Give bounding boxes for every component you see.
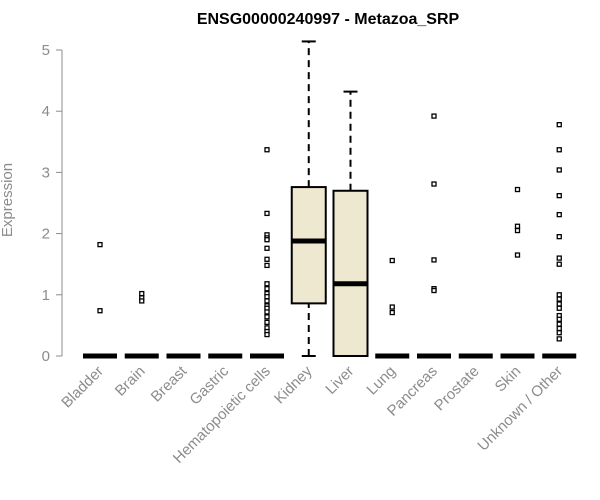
- y-axis-label: Expression: [0, 163, 16, 237]
- y-tick-label: 5: [42, 42, 50, 59]
- outlier-point: [431, 287, 437, 294]
- outlier-point: [556, 261, 562, 267]
- x-tick-label: Breast: [148, 362, 191, 405]
- outlier-point: [556, 167, 562, 173]
- x-tick-label: Kidney: [271, 362, 316, 407]
- outlier-point: [264, 286, 270, 292]
- outlier-point: [264, 298, 270, 304]
- outlier-point: [556, 321, 562, 327]
- box-group: [290, 40, 327, 357]
- box-group: [250, 147, 284, 359]
- outlier-point: [264, 147, 270, 153]
- y-tick-label: 2: [42, 226, 50, 243]
- outlier-point: [264, 281, 270, 287]
- x-tick-label: Skin: [492, 363, 525, 396]
- box-group: [332, 90, 369, 357]
- x-tick-label: Brain: [112, 363, 149, 400]
- outlier-point: [556, 336, 562, 342]
- y-tick-label: 0: [42, 348, 50, 365]
- outlier-point: [139, 298, 145, 304]
- outlier-point: [264, 256, 270, 262]
- box-iqr: [290, 186, 327, 305]
- outlier-point: [264, 237, 270, 243]
- outlier-point: [264, 319, 270, 325]
- x-tick-label: Liver: [322, 363, 357, 398]
- outlier-point: [556, 147, 562, 153]
- box-group: [83, 241, 117, 359]
- box-iqr: [332, 189, 369, 357]
- outlier-point: [556, 211, 562, 218]
- outlier-point: [556, 316, 562, 322]
- box-group: [375, 257, 410, 359]
- outlier-point: [389, 257, 395, 264]
- y-tick-label: 1: [42, 287, 50, 304]
- outlier-point: [556, 296, 562, 302]
- outlier-point: [514, 186, 521, 193]
- outlier-point: [431, 181, 437, 187]
- outlier-point: [556, 292, 562, 298]
- outlier-point: [556, 255, 562, 261]
- outlier-point: [264, 314, 270, 320]
- axes: 0 1 2 3 4 5: [42, 42, 63, 365]
- outlier-point: [97, 308, 103, 314]
- outlier-point: [264, 262, 270, 269]
- box-group: [500, 186, 535, 359]
- boxes: [83, 40, 577, 359]
- y-tick-label: 3: [42, 164, 50, 181]
- y-tick-label: 4: [42, 103, 50, 120]
- outlier-point: [97, 241, 103, 248]
- outlier-point: [389, 304, 395, 310]
- outlier-point: [556, 193, 562, 199]
- outlier-point: [264, 309, 270, 315]
- x-tick-label: Bladder: [58, 363, 107, 412]
- outlier-point: [514, 223, 521, 229]
- outlier-point: [556, 330, 562, 336]
- box-group: [542, 122, 577, 359]
- outlier-point: [431, 113, 437, 119]
- outlier-point: [556, 234, 562, 240]
- outlier-point: [389, 309, 395, 316]
- outlier-point: [514, 227, 521, 234]
- outlier-point: [556, 325, 562, 332]
- outlier-point: [264, 245, 270, 251]
- outlier-point: [264, 210, 270, 217]
- outlier-point: [431, 257, 437, 263]
- outlier-point: [556, 122, 562, 128]
- chart-title: ENSG00000240997 - Metazoa_SRP: [197, 11, 460, 28]
- outlier-point: [264, 293, 270, 300]
- outlier-point: [556, 305, 562, 311]
- outlier-point: [264, 331, 270, 338]
- x-tick-label: Prostate: [431, 363, 483, 415]
- box-group: [417, 113, 451, 359]
- box-group: [124, 290, 159, 359]
- x-tick-label: Lung: [363, 363, 399, 399]
- outlier-point: [556, 301, 562, 307]
- outlier-point: [514, 252, 521, 258]
- outlier-point: [139, 290, 145, 297]
